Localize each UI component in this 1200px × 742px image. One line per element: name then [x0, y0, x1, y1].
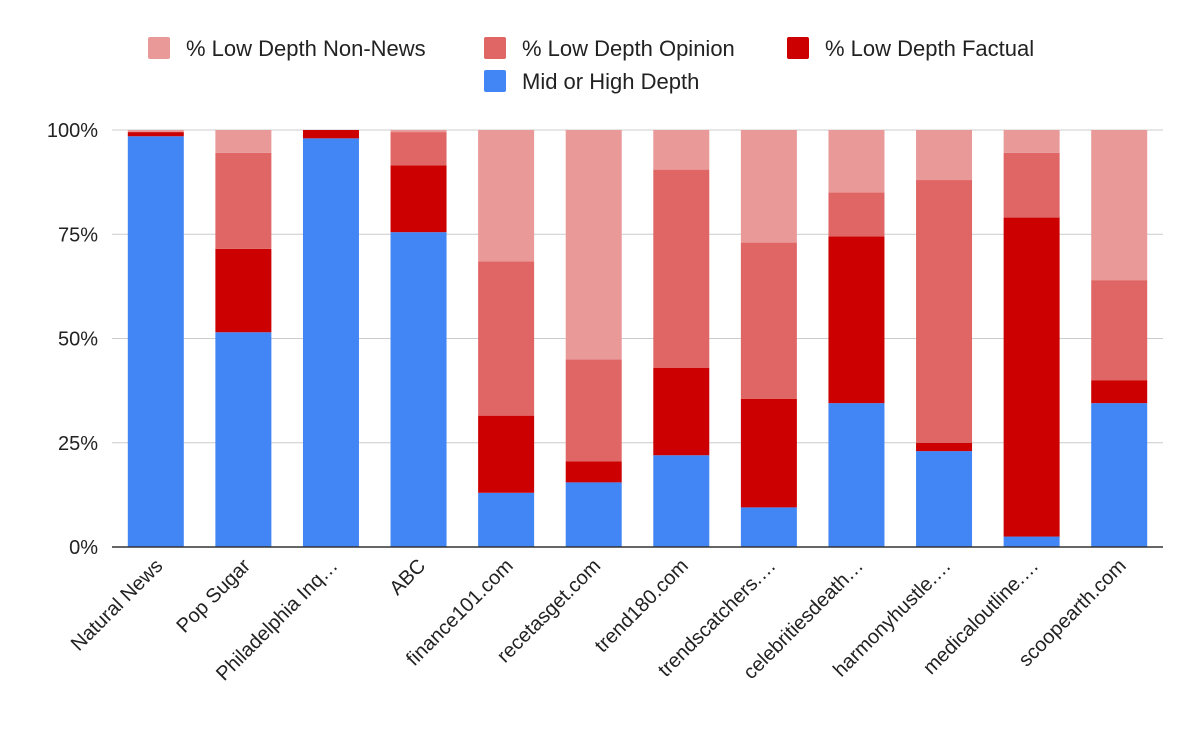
bar-segment-mid-or-high-depth: [478, 492, 535, 547]
bar-abc: [390, 130, 447, 548]
legend-item-low-depth-opinion: % Low Depth Opinion: [484, 36, 735, 61]
legend-item-mid-or-high-depth: Mid or High Depth: [484, 69, 699, 94]
bar-medicaloutline: [1003, 130, 1060, 547]
bar-segment-low-depth-factual: [916, 442, 973, 452]
y-axis: 0% 25% 50% 75% 100%: [47, 120, 98, 559]
bar-celebritiesdeath: [828, 130, 885, 547]
bar-segment-mid-or-high-depth: [390, 232, 447, 548]
bar-segment-low-depth-factual: [390, 165, 447, 233]
bar-segment-low-depth-opinion: [478, 261, 535, 416]
y-tick-label: 100%: [47, 120, 98, 142]
bar-segment-low-depth-opinion: [1091, 280, 1148, 381]
bar-recetasget-com: [565, 130, 622, 547]
bar-segment-low-depth-factual: [1091, 380, 1148, 404]
bar-segment-low-depth-opinion: [653, 169, 710, 368]
y-tick-label: 75%: [58, 224, 98, 246]
bar-segment-low-depth-non-news: [828, 130, 885, 193]
bar-segment-low-depth-non-news: [1091, 130, 1148, 281]
bar-segment-low-depth-non-news: [478, 130, 535, 262]
bar-segment-mid-or-high-depth: [127, 136, 184, 547]
x-tick-label: ABC: [385, 555, 430, 600]
legend-label: Mid or High Depth: [522, 69, 699, 94]
bar-segment-low-depth-factual: [1003, 217, 1060, 537]
bar-harmonyhustle: [916, 130, 973, 547]
x-tick-label: Natural News: [67, 555, 167, 655]
bar-segment-mid-or-high-depth: [302, 138, 359, 547]
legend-item-low-depth-non-news: % Low Depth Non-News: [148, 36, 426, 61]
legend-label: % Low Depth Opinion: [522, 36, 735, 61]
bar-segment-low-depth-opinion: [740, 242, 797, 399]
bar-segment-mid-or-high-depth: [1091, 403, 1148, 547]
y-tick-label: 25%: [58, 433, 98, 455]
bar-finance101-com: [478, 130, 535, 547]
bar-segment-low-depth-factual: [828, 236, 885, 404]
bar-philadelphia-inq: [302, 130, 359, 547]
legend-item-low-depth-factual: % Low Depth Factual: [787, 36, 1034, 61]
bar-segment-low-depth-factual: [565, 461, 622, 483]
bar-segment-low-depth-opinion: [390, 132, 447, 166]
legend-label: % Low Depth Factual: [825, 36, 1034, 61]
bar-segment-mid-or-high-depth: [215, 332, 272, 547]
legend-swatch: [484, 70, 506, 92]
bars: [127, 130, 1148, 548]
bar-segment-low-depth-non-news: [653, 130, 710, 170]
bar-segment-low-depth-non-news: [390, 130, 447, 133]
bar-segment-low-depth-opinion: [828, 192, 885, 237]
legend-swatch: [787, 37, 809, 59]
x-tick-label: Pop Sugar: [173, 555, 256, 638]
y-tick-label: 0%: [69, 537, 98, 559]
bar-segment-low-depth-non-news: [565, 130, 622, 360]
legend: % Low Depth Non-News % Low Depth Opinion%…: [148, 36, 1034, 94]
bar-segment-low-depth-factual: [127, 132, 184, 137]
legend-label: % Low Depth Non-News: [186, 36, 426, 61]
y-tick-label: 50%: [58, 329, 98, 351]
bar-natural-news: [127, 130, 184, 547]
bar-pop-sugar: [215, 130, 272, 547]
bar-scoopearth-com: [1091, 130, 1148, 547]
bar-segment-low-depth-opinion: [565, 359, 622, 462]
bar-segment-low-depth-factual: [478, 415, 535, 493]
bar-segment-low-depth-non-news: [127, 130, 184, 133]
bar-segment-low-depth-non-news: [916, 130, 973, 181]
bar-segment-mid-or-high-depth: [653, 455, 710, 547]
bar-trend180-com: [653, 130, 710, 547]
bar-segment-low-depth-non-news: [215, 130, 272, 153]
legend-swatch: [484, 37, 506, 59]
bar-segment-mid-or-high-depth: [916, 451, 973, 547]
bar-segment-mid-or-high-depth: [828, 403, 885, 547]
bar-segment-low-depth-opinion: [1003, 152, 1060, 218]
bar-segment-low-depth-opinion: [215, 152, 272, 249]
bar-segment-low-depth-non-news: [740, 130, 797, 243]
bar-segment-low-depth-factual: [653, 367, 710, 456]
bar-segment-mid-or-high-depth: [740, 507, 797, 547]
bar-segment-mid-or-high-depth: [565, 482, 622, 547]
bar-segment-low-depth-opinion: [916, 180, 973, 443]
bar-segment-low-depth-factual: [302, 130, 359, 139]
bar-trendscatchers: [740, 130, 797, 547]
bar-segment-low-depth-non-news: [1003, 130, 1060, 153]
bar-segment-low-depth-factual: [215, 248, 272, 333]
bar-segment-low-depth-factual: [740, 398, 797, 508]
legend-swatch: [148, 37, 170, 59]
bar-segment-mid-or-high-depth: [1003, 536, 1060, 547]
